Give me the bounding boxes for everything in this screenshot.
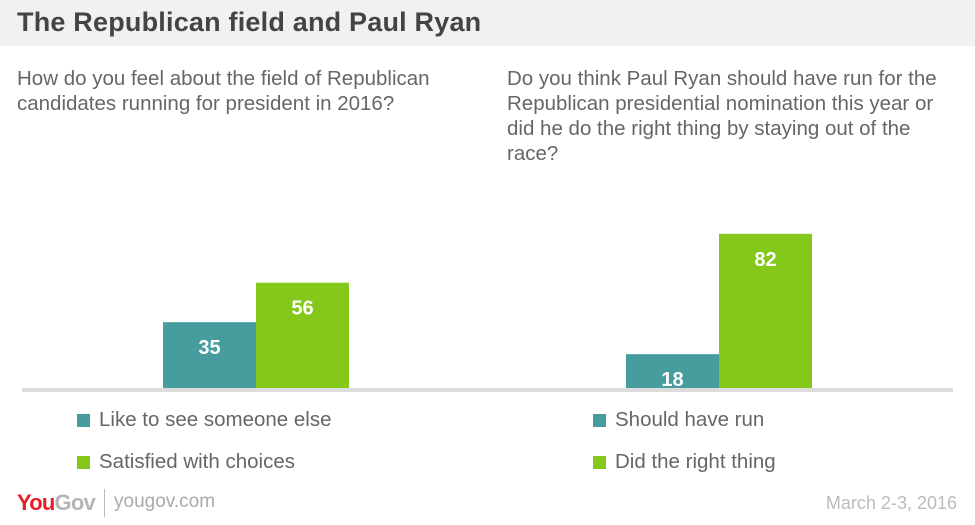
bar-satisfied-with-choices [256, 282, 349, 388]
header-bar: The Republican field and Paul Ryan [0, 0, 975, 46]
chart-1-question: How do you feel about the field of Repub… [17, 67, 430, 115]
legend-swatch-teal [77, 413, 90, 427]
footer-date: March 2-3, 2016 [825, 493, 957, 513]
footer-divider [104, 489, 105, 517]
legend-item-like-to-see-someone-else: Like to see someone else [77, 408, 331, 432]
legend-item-satisfied-with-choices: Satisfied with choices [77, 450, 295, 474]
footer-site: yougov.com [114, 491, 216, 512]
page-title: The Republican field and Paul Ryan [17, 7, 482, 37]
data-label-did-the-right-thing: 82 [754, 249, 776, 271]
yougov-logo: YouGov [17, 490, 96, 516]
legend-swatch-green [593, 455, 606, 469]
chart-2-question: Do you think Paul Ryan should have run f… [507, 67, 937, 165]
bar-like-to-see-someone-else [163, 322, 256, 388]
legend-label: Like to see someone else [99, 408, 332, 431]
data-label-should-have-run: 18 [661, 369, 683, 391]
logo-you: You [17, 490, 55, 515]
bar-should-have-run [626, 354, 719, 388]
legend-label: Should have run [615, 408, 765, 431]
legend-item-did-the-right-thing: Did the right thing [593, 450, 776, 474]
bar-did-the-right-thing [719, 233, 812, 388]
logo-gov: Gov [54, 490, 96, 515]
legend-swatch-teal [593, 413, 606, 427]
legend-label: Satisfied with choices [99, 450, 295, 473]
baseline [22, 388, 953, 392]
data-label-satisfied-with-choices: 56 [291, 298, 313, 320]
legend-item-should-have-run: Should have run [593, 408, 764, 432]
legend-label: Did the right thing [615, 450, 776, 473]
data-label-like-to-see-someone-else: 35 [198, 337, 220, 359]
legend-swatch-green [77, 455, 90, 469]
